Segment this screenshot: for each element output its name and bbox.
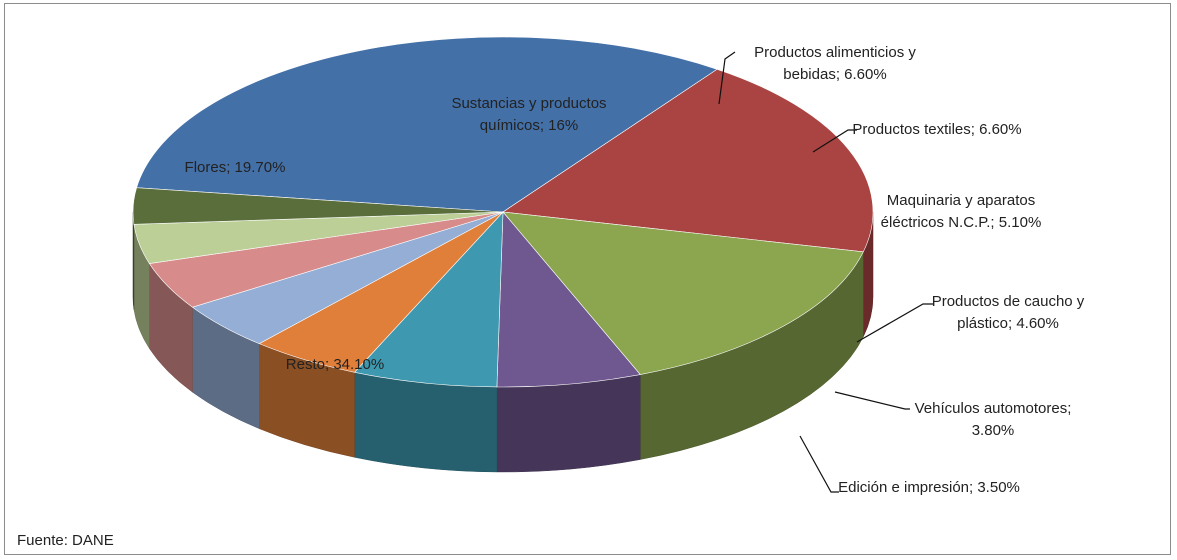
leader-line-6	[856, 303, 933, 343]
pie-slice-1	[502, 68, 874, 253]
source-note: Fuente: DANE	[17, 532, 114, 549]
data-label-2: Sustancias y productos químicos; 16%	[451, 95, 606, 134]
chart-frame: Resto; 34.10% Flores; 19.70% Sustancias y …	[4, 3, 1171, 555]
data-label-8: Edición e impresión; 3.50%	[838, 479, 1020, 496]
data-label-1: Flores; 19.70%	[185, 159, 286, 176]
pie-side-4	[354, 371, 498, 473]
pie-side-3	[496, 374, 641, 473]
data-label-3: Productos alimenticios y bebidas; 6.60%	[754, 44, 916, 83]
pie-slice-9	[132, 187, 504, 225]
leader-line-7	[834, 391, 910, 410]
pie-slice-4	[353, 211, 504, 388]
pie-chart: Resto; 34.10% Flores; 19.70% Sustancias y …	[132, 36, 1085, 496]
leader-line-3	[718, 51, 736, 105]
data-label-4: Productos textiles; 6.60%	[852, 121, 1021, 138]
pie-slice-0	[136, 36, 718, 213]
data-label-5: Maquinaria y aparatos éléctricos N.C.P.; …	[881, 192, 1042, 231]
pie-slice-3	[496, 211, 641, 388]
pie-slice-2	[502, 211, 864, 375]
data-label-0: Resto; 34.10%	[286, 356, 384, 373]
data-label-7: Vehículos automotores; 3.80%	[915, 400, 1072, 439]
leader-line-4	[812, 129, 857, 153]
data-label-6: Productos de caucho y plástico; 4.60%	[932, 293, 1085, 332]
pie-side-9	[132, 211, 135, 310]
leader-line-8	[799, 435, 839, 493]
